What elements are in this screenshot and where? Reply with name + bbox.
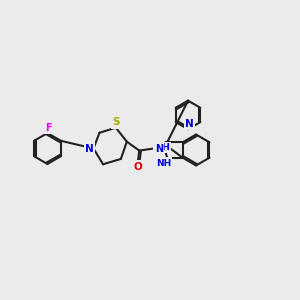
Text: F: F — [45, 123, 51, 133]
Text: N: N — [185, 119, 194, 129]
Text: O: O — [134, 162, 142, 172]
Text: NH: NH — [154, 143, 170, 152]
Text: N: N — [155, 144, 163, 154]
Text: S: S — [112, 117, 120, 128]
Text: NH: NH — [156, 159, 171, 168]
Text: N: N — [85, 143, 94, 154]
